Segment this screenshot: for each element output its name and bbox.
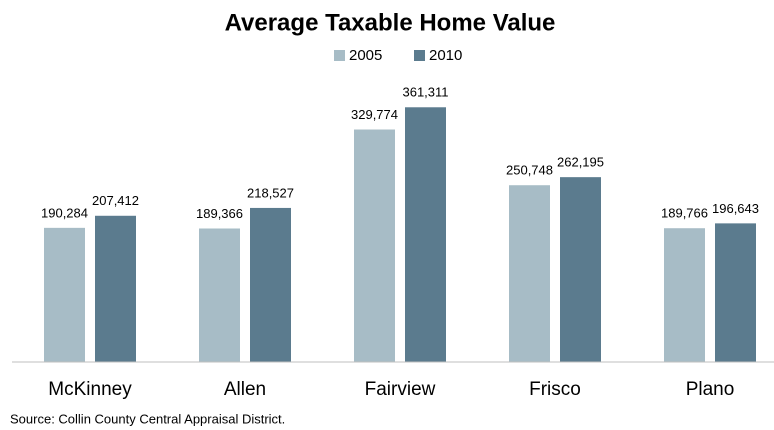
x-tick-label: Frisco	[529, 379, 581, 400]
data-label: 250,748	[506, 163, 553, 178]
data-label: 189,366	[196, 206, 243, 221]
x-tick-label: Plano	[686, 379, 735, 400]
legend-swatch	[414, 50, 425, 61]
bar	[44, 227, 85, 362]
bar	[509, 185, 550, 362]
bar	[560, 177, 601, 362]
data-label: 361,311	[402, 85, 448, 100]
legend-label: 2010	[429, 47, 462, 64]
bar	[199, 228, 240, 362]
bar	[95, 215, 136, 362]
bar	[250, 207, 291, 362]
x-tick-label: Allen	[224, 379, 266, 400]
chart-title: Average Taxable Home Value	[225, 9, 556, 36]
bar	[664, 228, 705, 362]
data-label: 262,195	[557, 155, 604, 170]
data-label: 218,527	[247, 185, 294, 200]
data-label: 196,643	[712, 201, 759, 216]
data-label: 189,766	[661, 206, 708, 221]
bar	[715, 223, 756, 362]
data-label: 329,774	[351, 107, 398, 122]
bar	[354, 129, 395, 362]
data-label: 190,284	[41, 205, 88, 220]
data-label: 207,412	[92, 193, 139, 208]
legend-swatch	[334, 50, 345, 61]
bar	[405, 107, 446, 362]
source-note: Source: Collin County Central Appraisal …	[10, 411, 285, 426]
x-tick-label: McKinney	[48, 379, 132, 400]
legend-label: 2005	[349, 47, 382, 64]
x-tick-label: Fairview	[365, 379, 436, 400]
